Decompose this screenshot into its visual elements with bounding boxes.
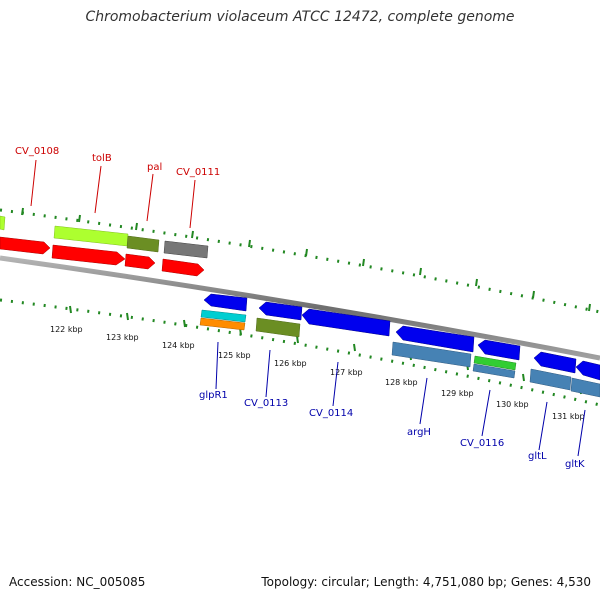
leader-line	[332, 361, 339, 407]
forward-gene-arrows	[0, 236, 205, 277]
reverse-gene-arrow	[301, 308, 391, 337]
gene-label-gltK: gltK	[565, 459, 585, 470]
forward-gene-arrow	[161, 258, 205, 277]
outer-tick	[532, 290, 535, 299]
cog-bar	[126, 235, 160, 253]
leader-line	[481, 389, 491, 437]
cog-bar	[529, 368, 572, 391]
scale-label: 124 kbp	[162, 341, 195, 350]
scale-label: 122 kbp	[50, 325, 83, 334]
cog-bar	[255, 317, 301, 338]
leader-line	[215, 341, 219, 390]
gene-label-CV_0108: CV_0108	[15, 146, 59, 157]
gene-label-CV_0113: CV_0113	[244, 398, 288, 409]
leader-line	[419, 377, 428, 425]
outer-tick	[475, 278, 478, 287]
outer-tick	[135, 222, 138, 231]
reverse-gene-leaders	[215, 341, 586, 457]
scale-label: 123 kbp	[106, 333, 139, 342]
outer-major-ticks	[21, 207, 591, 312]
inner-tick	[353, 343, 356, 352]
leader-line	[189, 179, 196, 229]
outer-tick	[248, 239, 251, 248]
inner-tick	[126, 312, 129, 321]
leader-line	[538, 401, 548, 451]
cog-bar	[200, 309, 247, 323]
outer-tick	[78, 214, 81, 223]
reverse-gene-arrow	[395, 325, 475, 353]
inner-tick	[296, 335, 299, 344]
scale-label: 126 kbp	[274, 359, 307, 368]
map-title: Chromobacterium violaceum ATCC 12472, co…	[85, 9, 515, 25]
reverse-gene-arrow	[258, 301, 303, 321]
gene-label-CV_0116: CV_0116	[460, 438, 504, 449]
gene-label-CV_0114: CV_0114	[309, 408, 353, 419]
outer-tick	[305, 248, 308, 257]
outer-dotted-ring	[0, 208, 600, 314]
gene-label-argH: argH	[407, 427, 431, 438]
summary-text: Topology: circular; Length: 4,751,080 bp…	[261, 575, 591, 589]
cog-bar	[53, 225, 129, 247]
inner-tick	[522, 373, 525, 382]
leader-line	[265, 349, 271, 398]
cog-bar	[0, 215, 6, 231]
gene-label-tolB: tolB	[92, 153, 112, 164]
outer-tick	[21, 207, 24, 216]
leader-line	[577, 409, 586, 457]
cog-bar	[391, 341, 472, 368]
cog-bar	[163, 240, 209, 259]
cog-bar	[473, 355, 517, 371]
inner-tick	[69, 305, 72, 314]
scale-label: 130 kbp	[496, 400, 529, 409]
scale-label: 131 kbp	[552, 412, 585, 421]
gene-label-glpR1: glpR1	[199, 390, 228, 401]
outer-tick	[191, 230, 194, 239]
accession-text: Accession: NC_005085	[9, 575, 146, 589]
gene-label-gltL: gltL	[528, 451, 547, 462]
cog-bar	[472, 363, 516, 379]
forward-gene-labels	[30, 159, 196, 229]
forward-gene-arrow	[0, 236, 51, 255]
reverse-gene-arrows	[203, 293, 600, 381]
reverse-gene-arrow	[575, 360, 600, 381]
reverse-gene-arrow	[477, 339, 521, 361]
gene-label-CV_0111: CV_0111	[176, 167, 220, 178]
leader-line	[30, 159, 37, 207]
forward-gene-arrow	[51, 244, 126, 266]
scale-label: 128 kbp	[385, 378, 418, 387]
cog-bar	[199, 317, 246, 331]
outer-tick	[362, 258, 365, 267]
inner-tick	[183, 319, 186, 328]
cog-bars-reverse	[199, 309, 600, 398]
reverse-gene-arrow	[203, 293, 248, 312]
leader-line	[146, 173, 154, 222]
genome-backbone	[0, 255, 600, 361]
reverse-gene-arrow	[533, 351, 577, 374]
scale-label: 127 kbp	[330, 368, 363, 377]
cog-bars-forward	[0, 215, 209, 259]
leader-line	[94, 165, 102, 214]
scale-label: 125 kbp	[218, 351, 251, 360]
outer-tick	[419, 267, 422, 276]
gene-label-pal: pal	[147, 162, 162, 173]
cog-bar	[570, 377, 600, 398]
forward-gene-arrow	[124, 253, 156, 270]
scale-label: 129 kbp	[441, 389, 474, 398]
outer-tick	[588, 303, 591, 312]
scale-labels: 122 kbp 123 kbp 124 kbp 125 kbp 126 kbp …	[50, 325, 585, 421]
